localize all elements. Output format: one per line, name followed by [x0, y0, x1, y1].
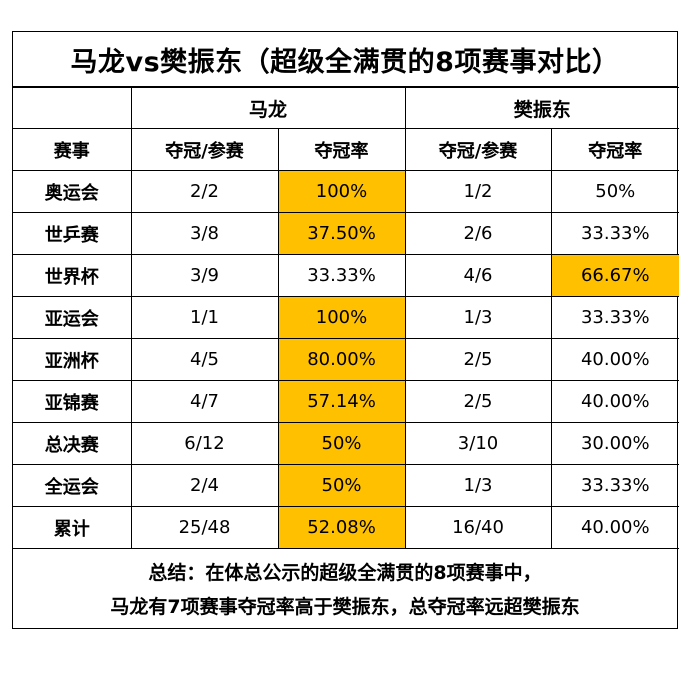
table-row: 累计 25/48 52.08% 16/40 40.00%	[13, 506, 680, 549]
event-column-header: 赛事	[13, 128, 132, 171]
fan-record-cell: 2/5	[404, 338, 552, 381]
ma-rate-cell: 50%	[277, 464, 406, 507]
fan-rate-cell: 33.33%	[550, 296, 680, 339]
table-row: 奥运会 2/2 100% 1/2 50%	[13, 170, 680, 213]
table-row: 总决赛 6/12 50% 3/10 30.00%	[13, 422, 680, 465]
ma-rate-cell: 37.50%	[277, 212, 406, 255]
event-cell: 总决赛	[13, 422, 132, 465]
table-row: 亚洲杯 4/5 80.00% 2/5 40.00%	[13, 338, 680, 381]
blank-corner-cell	[13, 87, 132, 129]
fan-rate-cell: 33.33%	[550, 212, 680, 255]
ma-record-cell: 3/9	[130, 254, 279, 297]
ma-rate-cell: 100%	[277, 170, 406, 213]
summary-line-2: 马龙有7项赛事夺冠率高于樊振东，总夺冠率远超樊振东	[110, 595, 580, 618]
fan-rate-cell: 30.00%	[550, 422, 680, 465]
event-cell: 亚锦赛	[13, 380, 132, 423]
ma-record-cell: 3/8	[130, 212, 279, 255]
table-row: 亚锦赛 4/7 57.14% 2/5 40.00%	[13, 380, 680, 423]
ma-record-cell: 4/7	[130, 380, 279, 423]
ma-rate-column-header: 夺冠率	[277, 128, 406, 171]
event-cell: 亚洲杯	[13, 338, 132, 381]
player-header-row: 马龙 樊振东	[13, 87, 680, 129]
comparison-sheet: 马龙vs樊振东（超级全满贯的8项赛事对比） 马龙 樊振东 赛事 夺冠/参赛 夺冠…	[12, 31, 680, 630]
player-ma-long-header: 马龙	[130, 87, 406, 129]
summary-block: 总结：在体总公示的超级全满贯的8项赛事中， 马龙有7项赛事夺冠率高于樊振东，总夺…	[13, 549, 677, 630]
ma-rate-cell: 80.00%	[277, 338, 406, 381]
ma-rate-cell: 33.33%	[277, 254, 406, 297]
fan-record-cell: 16/40	[404, 506, 552, 549]
ma-rate-cell: 100%	[277, 296, 406, 339]
fan-rate-cell: 40.00%	[550, 338, 680, 381]
fan-record-cell: 1/3	[404, 296, 552, 339]
fan-rate-column-header: 夺冠率	[550, 128, 680, 171]
ma-rate-cell: 50%	[277, 422, 406, 465]
column-header-row: 赛事 夺冠/参赛 夺冠率 夺冠/参赛 夺冠率	[13, 128, 680, 171]
fan-rate-cell: 40.00%	[550, 380, 680, 423]
fan-record-cell: 2/6	[404, 212, 552, 255]
ma-record-cell: 2/2	[130, 170, 279, 213]
event-cell: 累计	[13, 506, 132, 549]
ma-record-cell: 1/1	[130, 296, 279, 339]
fan-rate-cell: 40.00%	[550, 506, 680, 549]
fan-record-cell: 1/2	[404, 170, 552, 213]
table-row: 全运会 2/4 50% 1/3 33.33%	[13, 464, 680, 507]
fan-rate-cell: 66.67%	[550, 254, 680, 297]
fan-rate-cell: 50%	[550, 170, 680, 213]
event-cell: 世界杯	[13, 254, 132, 297]
fan-record-column-header: 夺冠/参赛	[404, 128, 552, 171]
ma-record-cell: 2/4	[130, 464, 279, 507]
fan-record-cell: 2/5	[404, 380, 552, 423]
fan-record-cell: 3/10	[404, 422, 552, 465]
ma-record-column-header: 夺冠/参赛	[130, 128, 279, 171]
ma-record-cell: 6/12	[130, 422, 279, 465]
fan-record-cell: 4/6	[404, 254, 552, 297]
fan-rate-cell: 33.33%	[550, 464, 680, 507]
ma-record-cell: 4/5	[130, 338, 279, 381]
table-row: 世乒赛 3/8 37.50% 2/6 33.33%	[13, 212, 680, 255]
event-cell: 亚运会	[13, 296, 132, 339]
event-cell: 奥运会	[13, 170, 132, 213]
summary-line-1: 总结：在体总公示的超级全满贯的8项赛事中，	[148, 561, 542, 584]
fan-record-cell: 1/3	[404, 464, 552, 507]
ma-rate-cell: 57.14%	[277, 380, 406, 423]
comparison-table: 马龙 樊振东 赛事 夺冠/参赛 夺冠率 夺冠/参赛 夺冠率 奥运会 2/2 100%…	[13, 87, 680, 549]
event-cell: 世乒赛	[13, 212, 132, 255]
player-fan-zhendong-header: 樊振东	[404, 87, 680, 129]
table-row: 世界杯 3/9 33.33% 4/6 66.67%	[13, 254, 680, 297]
table-row: 亚运会 1/1 100% 1/3 33.33%	[13, 296, 680, 339]
sheet-title: 马龙vs樊振东（超级全满贯的8项赛事对比）	[13, 32, 677, 87]
ma-record-cell: 25/48	[130, 506, 279, 549]
event-cell: 全运会	[13, 464, 132, 507]
ma-rate-cell: 52.08%	[277, 506, 406, 549]
